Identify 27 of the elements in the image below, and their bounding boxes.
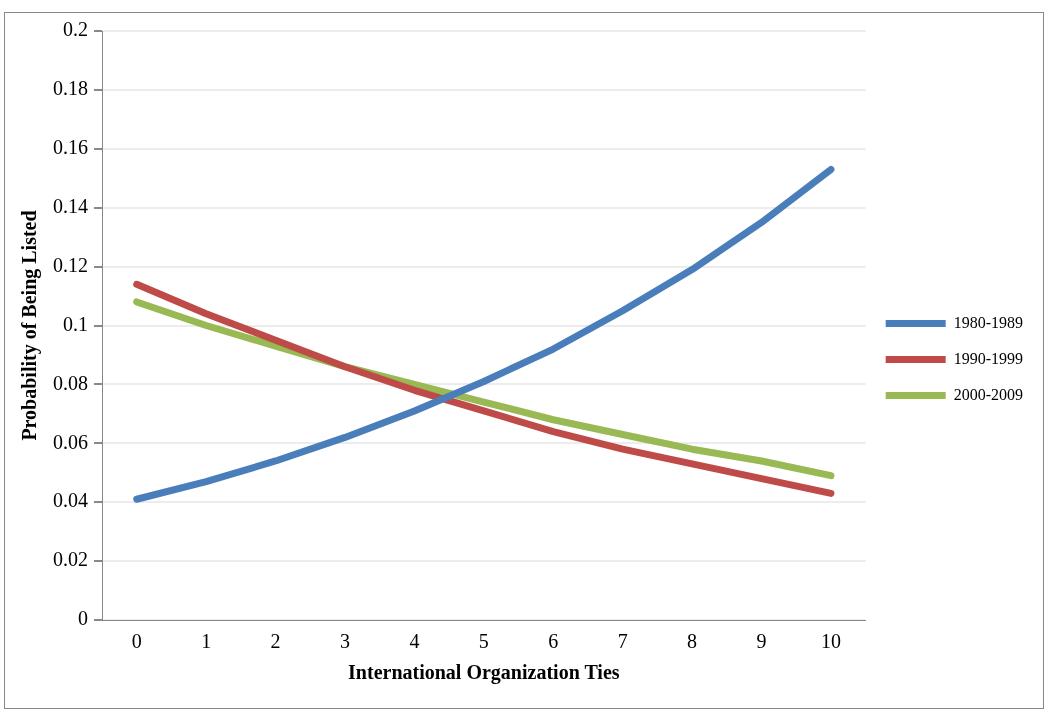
- x-tick-label: 4: [409, 630, 420, 653]
- x-tick-label: 10: [820, 630, 841, 653]
- y-tick-label: 0.14: [53, 194, 88, 217]
- x-tick-label: 2: [270, 630, 281, 653]
- x-tick-label: 9: [756, 630, 767, 653]
- y-tick-label: 0.06: [53, 430, 88, 453]
- x-tick-label: 5: [478, 630, 489, 653]
- y-tick-label: 0.2: [63, 18, 88, 41]
- legend-label: 1980-1989: [953, 313, 1023, 331]
- legend-label: 2000-2009: [953, 385, 1023, 403]
- y-tick-label: 0.12: [53, 253, 88, 276]
- y-tick-label: 0.02: [53, 548, 88, 571]
- legend-label: 1990-1999: [953, 349, 1023, 367]
- y-tick-label: 0.16: [53, 136, 88, 159]
- x-tick-label: 8: [687, 630, 698, 653]
- y-axis-title: Probability of Being Listed: [18, 210, 42, 441]
- x-tick-label: 0: [131, 630, 142, 653]
- x-axis-title: International Organization Ties: [348, 661, 620, 685]
- x-tick-label: 6: [548, 630, 559, 653]
- y-tick-label: 0.04: [53, 489, 88, 512]
- x-tick-label: 3: [339, 630, 350, 653]
- x-tick-label: 7: [617, 630, 628, 653]
- x-tick-label: 1: [201, 630, 212, 653]
- y-tick-label: 0: [78, 607, 88, 630]
- y-tick-label: 0.18: [53, 77, 88, 100]
- y-tick-label: 0.08: [53, 371, 88, 394]
- y-tick-label: 0.1: [63, 312, 88, 335]
